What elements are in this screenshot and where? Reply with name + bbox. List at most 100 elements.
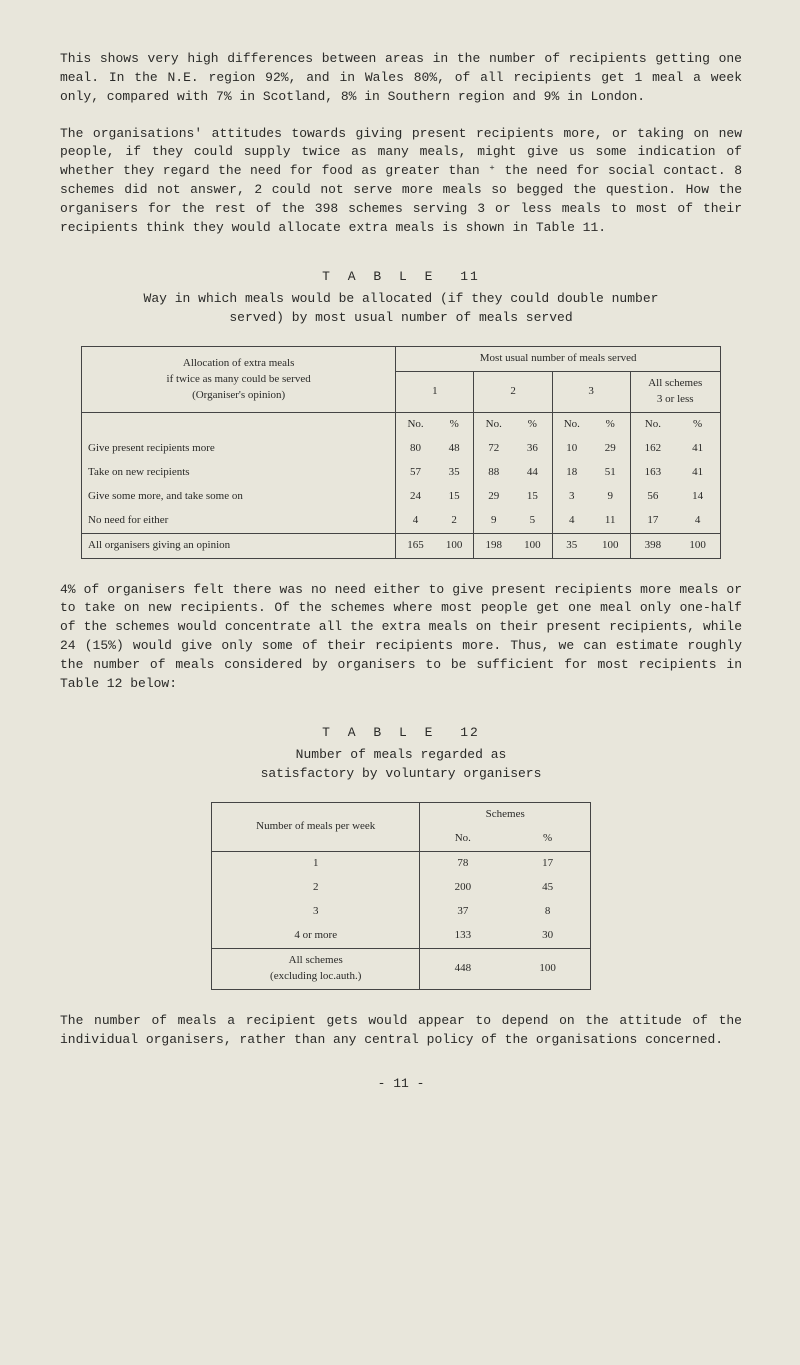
cell: 56 — [630, 485, 675, 509]
cell: 100 — [505, 948, 590, 989]
cell: 88 — [474, 461, 513, 485]
cell: 165 — [396, 533, 435, 558]
rowhead-line: if twice as many could be served — [167, 373, 311, 385]
cell: 29 — [591, 437, 630, 461]
table-11-label: T A B L E 11 — [60, 268, 742, 287]
paragraph-2: The organisations' attitudes towards giv… — [60, 125, 742, 238]
subhead-no: No. — [396, 412, 435, 436]
cell: 41 — [675, 437, 720, 461]
table-number: 11 — [460, 269, 480, 284]
cell: 4 — [396, 509, 435, 533]
table-row: Give some more, and take some on 24 15 2… — [82, 485, 721, 509]
row-label: Give some more, and take some on — [82, 485, 396, 509]
cell: 48 — [435, 437, 474, 461]
table-11-subtitle: Way in which meals would be allocated (i… — [141, 290, 661, 328]
cell: 78 — [420, 852, 505, 876]
page: This shows very high differences between… — [0, 0, 800, 1134]
row-label: All organisers giving an opinion — [82, 533, 396, 558]
subhead-no: No. — [474, 412, 513, 436]
page-number: - 11 - — [60, 1075, 742, 1094]
col-head: 3 — [552, 372, 630, 413]
cell: 80 — [396, 437, 435, 461]
blank — [82, 412, 239, 436]
table-row: 2 200 45 — [212, 876, 591, 900]
cell: 4 — [552, 509, 591, 533]
cell: 30 — [505, 924, 590, 948]
table-label-text: T A B L E — [322, 269, 437, 284]
total-line: All schemes — [289, 954, 343, 966]
cell: 18 — [552, 461, 591, 485]
cell: 45 — [505, 876, 590, 900]
row-label: 2 — [212, 876, 420, 900]
cell: 29 — [474, 485, 513, 509]
cell: 8 — [505, 900, 590, 924]
table-total-row: All organisers giving an opinion 165 100… — [82, 533, 721, 558]
subhead-pct: % — [435, 412, 474, 436]
row-label: 1 — [212, 852, 420, 876]
cell: 17 — [630, 509, 675, 533]
rowhead-line: Allocation of extra meals — [183, 357, 295, 369]
cell: 11 — [591, 509, 630, 533]
row-label: Give present recipients more — [82, 437, 396, 461]
table-row: 3 37 8 — [212, 900, 591, 924]
cell: 100 — [591, 533, 630, 558]
table-rowhead: Number of meals per week — [212, 803, 420, 852]
table-12: Number of meals per week Schemes No. % 1… — [211, 802, 591, 990]
table-number: 12 — [460, 725, 480, 740]
cell: 100 — [675, 533, 720, 558]
cell: 198 — [474, 533, 513, 558]
total-line: (excluding loc.auth.) — [270, 970, 361, 982]
cell: 51 — [591, 461, 630, 485]
table-row: 4 or more 133 30 — [212, 924, 591, 948]
cell: 36 — [513, 437, 552, 461]
cell: 10 — [552, 437, 591, 461]
col-head: 2 — [474, 372, 552, 413]
table-row: Give present recipients more 80 48 72 36… — [82, 437, 721, 461]
table-rowhead: Allocation of extra meals if twice as ma… — [82, 347, 396, 413]
cell: 15 — [435, 485, 474, 509]
subhead-no: No. — [630, 412, 675, 436]
blank — [239, 412, 396, 436]
cell: 5 — [513, 509, 552, 533]
cell: 4 — [675, 509, 720, 533]
col-head: All schemes 3 or less — [630, 372, 721, 413]
subhead-pct: % — [675, 412, 720, 436]
table-row: No. % No. % No. % No. % — [82, 412, 721, 436]
subhead-pct: % — [505, 827, 590, 851]
table-row: 1 78 17 — [212, 852, 591, 876]
table-12-subtitle: Number of meals regarded as satisfactory… — [141, 746, 661, 784]
paragraph-4: The number of meals a recipient gets wou… — [60, 1012, 742, 1050]
cell: 448 — [420, 948, 505, 989]
table-row: Number of meals per week Schemes — [212, 803, 591, 827]
cell: 24 — [396, 485, 435, 509]
table-spanner: Most usual number of meals served — [396, 347, 721, 372]
cell: 163 — [630, 461, 675, 485]
paragraph-3: 4% of organisers felt there was no need … — [60, 581, 742, 694]
cell: 57 — [396, 461, 435, 485]
cell: 162 — [630, 437, 675, 461]
cell: 398 — [630, 533, 675, 558]
cell: 9 — [591, 485, 630, 509]
table-11: Allocation of extra meals if twice as ma… — [81, 346, 721, 558]
subhead-pct: % — [513, 412, 552, 436]
col-head: 1 — [396, 372, 474, 413]
cell: 44 — [513, 461, 552, 485]
subtitle-line: Number of meals regarded as — [296, 747, 507, 762]
cell: 37 — [420, 900, 505, 924]
col-head: Schemes — [420, 803, 591, 827]
table-12-label: T A B L E 12 — [60, 724, 742, 743]
table-label-text: T A B L E — [322, 725, 437, 740]
cell: 100 — [435, 533, 474, 558]
row-label: 3 — [212, 900, 420, 924]
row-label: Take on new recipients — [82, 461, 396, 485]
cell: 200 — [420, 876, 505, 900]
row-label: All schemes (excluding loc.auth.) — [212, 948, 420, 989]
row-label: No need for either — [82, 509, 396, 533]
cell: 3 — [552, 485, 591, 509]
col-head-line: 3 or less — [657, 393, 694, 405]
cell: 100 — [513, 533, 552, 558]
table-total-row: All schemes (excluding loc.auth.) 448 10… — [212, 948, 591, 989]
cell: 41 — [675, 461, 720, 485]
cell: 35 — [552, 533, 591, 558]
paragraph-1: This shows very high differences between… — [60, 50, 742, 107]
